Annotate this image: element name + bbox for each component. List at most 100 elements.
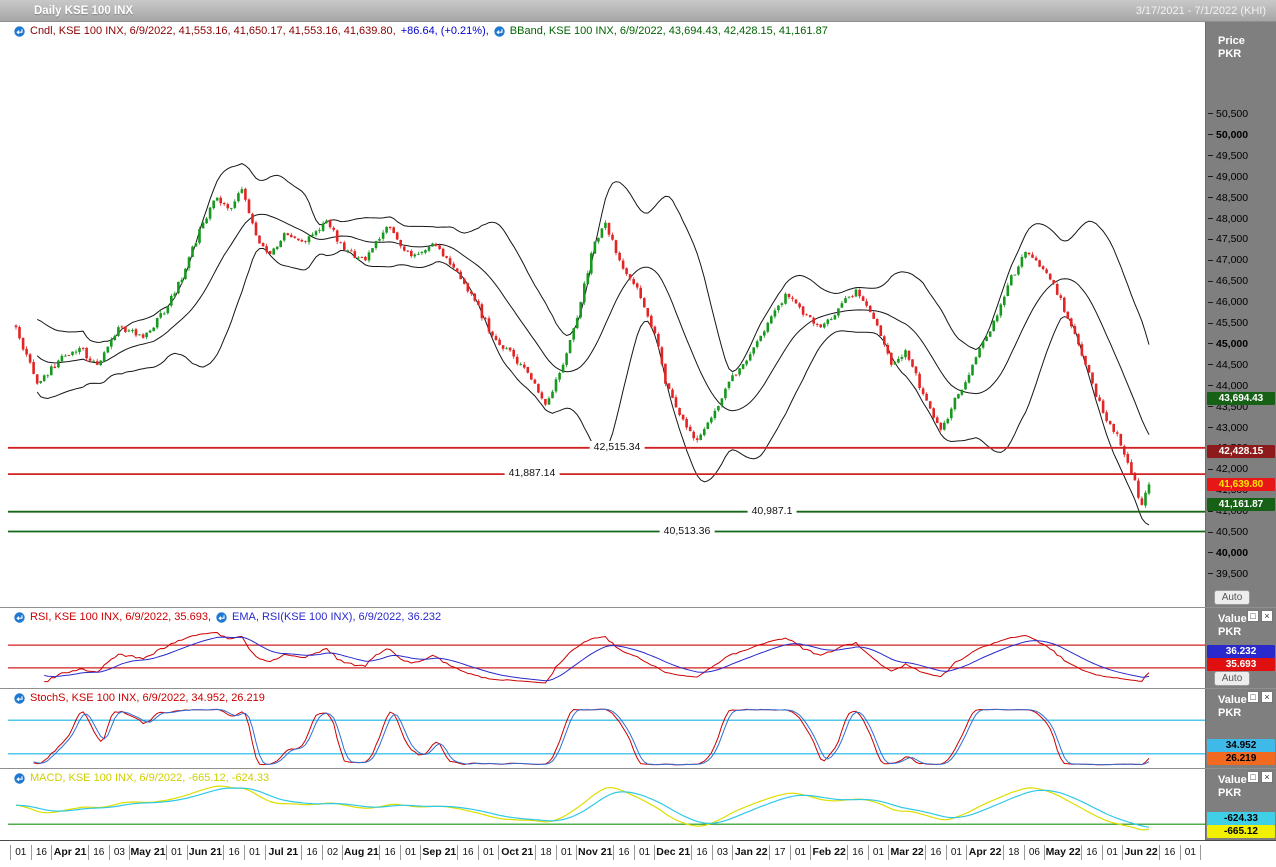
macd-plot-area[interactable]: MACD, KSE 100 INX, 6/9/2022, -665.12, -6… [0, 769, 1205, 840]
axis-value-box: 41,161.87 [1207, 497, 1275, 511]
time-tick-day: 01 [10, 845, 31, 860]
time-tick-day: 16 [457, 845, 478, 860]
indicator-legend-icon[interactable] [216, 611, 227, 623]
time-tick-day: 01 [1179, 845, 1201, 860]
price-tick-label: 39,500 [1208, 568, 1248, 580]
indicator-legend-icon[interactable] [14, 25, 25, 37]
restore-icon[interactable]: □ [1247, 691, 1259, 703]
level-line-label: 40,513.36 [659, 524, 715, 538]
price-tick-label: 48,000 [1208, 213, 1248, 225]
stochastic-k-line [33, 708, 1150, 766]
time-tick-day: 16 [301, 845, 322, 860]
time-tick-day: 01 [399, 845, 421, 860]
rsi-panel: RSI, KSE 100 INX, 6/9/2022, 35.693, EMA, … [0, 608, 1276, 688]
time-tick-day: 16 [1080, 845, 1102, 860]
legend-text: StochS, KSE 100 INX, 6/9/2022, 34.952, 2… [30, 692, 265, 704]
rsi-chart-svg [8, 631, 1205, 684]
time-tick-day: 03 [711, 845, 733, 860]
legend-text: +86.64, (+0.21%), [400, 25, 489, 37]
price-axis-header: Price PKR [1206, 22, 1276, 61]
time-tick-month: Nov 21 [576, 845, 613, 860]
axis-header-line: PKR [1218, 787, 1242, 799]
window-title: Daily KSE 100 INX [34, 4, 134, 17]
auto-scale-button[interactable]: Auto [1214, 671, 1250, 686]
time-tick-day: 01 [867, 845, 889, 860]
price-tick-label: 44,000 [1208, 380, 1248, 392]
rsi-plot-area[interactable]: RSI, KSE 100 INX, 6/9/2022, 35.693, EMA, … [0, 608, 1205, 688]
time-tick-day: 16 [847, 845, 868, 860]
restore-icon[interactable]: □ [1247, 771, 1259, 783]
price-panel: Cndl, KSE 100 INX, 6/9/2022, 41,553.16, … [0, 22, 1276, 607]
macd-line [15, 785, 1150, 831]
close-icon[interactable]: × [1261, 610, 1273, 622]
indicator-legend-icon[interactable] [14, 611, 25, 623]
price-tick-label: 44,500 [1208, 359, 1248, 371]
stochastic-axis-header: Value PKR [1206, 689, 1276, 720]
time-tick-month: Oct 21 [498, 845, 535, 860]
macd-legend: MACD, KSE 100 INX, 6/9/2022, -665.12, -6… [14, 772, 269, 784]
time-tick-day: 16 [223, 845, 244, 860]
stochastic-plot-area[interactable]: StochS, KSE 100 INX, 6/9/2022, 34.952, 2… [0, 689, 1205, 768]
macd-signal-line [15, 787, 1150, 828]
level-line-label: 42,515.34 [589, 440, 645, 454]
time-tick-day: 18 [1002, 845, 1024, 860]
time-tick-month: Jul 21 [264, 845, 302, 860]
legend-text: EMA, RSI(KSE 100 INX), 6/9/2022, 36.232 [232, 611, 442, 623]
time-tick-day: 01 [945, 845, 967, 860]
panel-window-controls: □ × [1247, 610, 1273, 622]
time-tick-day: 01 [555, 845, 577, 860]
price-axis[interactable]: Price PKR Auto 50,500 50,000 49,500 49,000 4… [1205, 22, 1276, 607]
indicator-legend-icon[interactable] [494, 25, 505, 37]
time-tick-month: Feb 22 [810, 845, 847, 860]
candlestick-series [14, 186, 1151, 508]
price-tick-label: 47,000 [1208, 254, 1248, 266]
price-plot-area[interactable]: Cndl, KSE 100 INX, 6/9/2022, 41,553.16, … [0, 22, 1205, 607]
time-tick-day: 16 [379, 845, 400, 860]
time-tick-day: 02 [321, 845, 343, 860]
time-tick-month: Jun 21 [186, 845, 224, 860]
rsi-legend: RSI, KSE 100 INX, 6/9/2022, 35.693, EMA, … [14, 611, 441, 623]
time-tick-day: 01 [1101, 845, 1123, 860]
restore-icon[interactable]: □ [1247, 610, 1259, 622]
price-tick-label: 40,000 [1208, 547, 1248, 559]
time-tick-month: Jun 22 [1122, 845, 1159, 860]
axis-value-box: 36.232 [1207, 645, 1275, 658]
axis-value-box: -665.12 [1207, 825, 1275, 838]
rsi-axis[interactable]: Value PKR Auto 36.232 35.693 [1205, 608, 1276, 688]
time-tick-month: Apr 21 [51, 845, 88, 860]
panel-divider[interactable] [0, 607, 1276, 608]
price-tick-label: 46,000 [1208, 296, 1248, 308]
time-tick-day: 16 [1158, 845, 1180, 860]
panel-window-controls: □ × [1247, 771, 1273, 783]
time-tick-day: 18 [535, 845, 556, 860]
axis-header-line: Price [1218, 35, 1245, 47]
level-line-label: 41,887.14 [504, 467, 560, 481]
panel-divider[interactable] [0, 688, 1276, 689]
bollinger-lower-line [36, 247, 1150, 526]
rsi-ema-line [44, 636, 1150, 682]
axis-value-box: 35.693 [1207, 658, 1275, 671]
time-tick-month: May 21 [129, 845, 166, 860]
panel-window-controls: □ × [1247, 691, 1273, 703]
stochastic-d-line [33, 708, 1150, 766]
time-tick-month: May 22 [1044, 845, 1081, 860]
close-icon[interactable]: × [1261, 771, 1273, 783]
rsi-line [44, 631, 1150, 684]
close-icon[interactable]: × [1261, 691, 1273, 703]
time-tick-day: 16 [925, 845, 946, 860]
price-tick-label: 49,500 [1208, 150, 1248, 162]
indicator-legend-icon[interactable] [14, 772, 25, 784]
indicator-legend-icon[interactable] [14, 692, 25, 704]
bollinger-upper-line [36, 163, 1150, 373]
time-axis[interactable]: 01 16 Apr 21 16 03 May 21 01 Jun 21 16 01 Jul 21 16… [0, 840, 1276, 867]
auto-scale-button[interactable]: Auto [1214, 590, 1250, 605]
legend-text: RSI, KSE 100 INX, 6/9/2022, 35.693, [30, 611, 212, 623]
window-titlebar[interactable]: Daily KSE 100 INX 3/17/2021 - 7/1/2022 (… [0, 0, 1276, 22]
panel-divider[interactable] [0, 768, 1276, 769]
time-tick-day: 16 [30, 845, 52, 860]
time-tick-day: 01 [789, 845, 811, 860]
time-tick-day: 16 [87, 845, 109, 860]
time-tick-month: Aug 21 [342, 845, 379, 860]
price-tick-label: 40,500 [1208, 526, 1248, 538]
